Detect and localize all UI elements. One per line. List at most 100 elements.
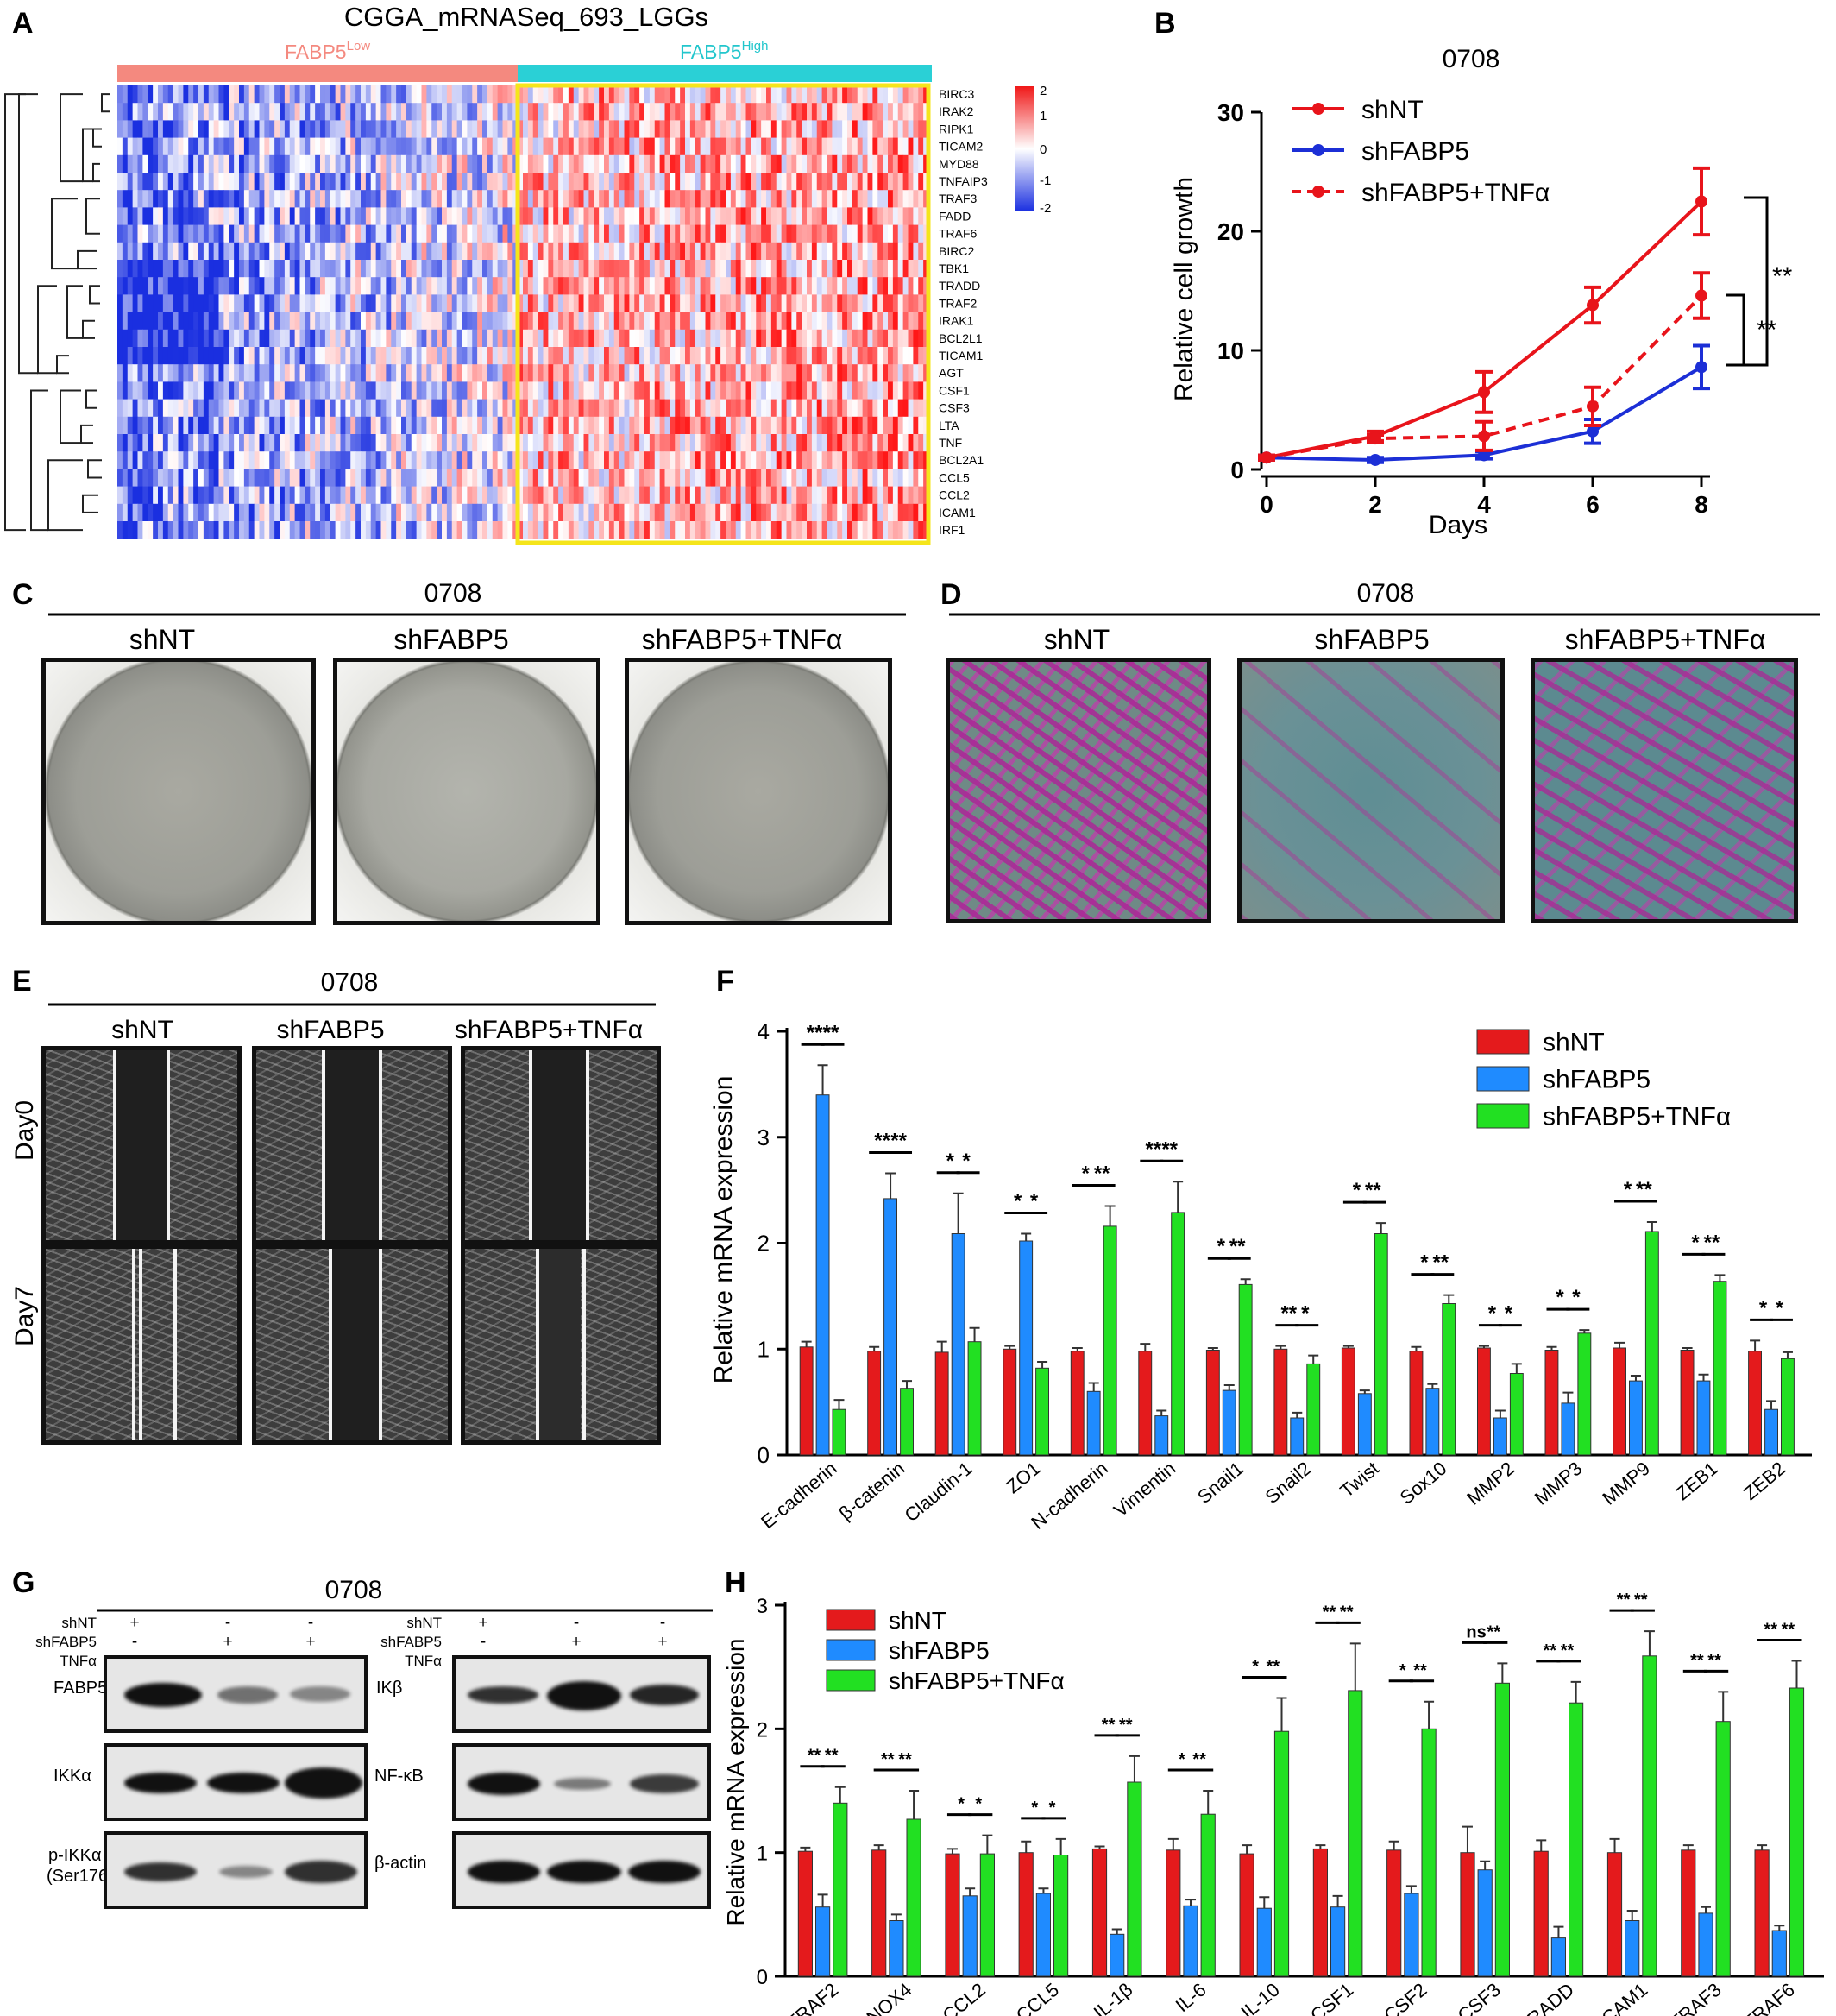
heatmap-cell [188, 434, 194, 452]
heatmap-cell [442, 260, 448, 278]
heatmap-cell [330, 207, 336, 225]
heatmap-cell [852, 260, 858, 278]
heatmap-cell [335, 85, 342, 104]
heatmap-cell [821, 399, 828, 418]
heatmap-cell [644, 364, 651, 382]
heatmap-cell [527, 190, 534, 208]
heatmap-cell [487, 242, 494, 261]
treatment-sign: - [132, 1633, 137, 1651]
heatmap-cell [751, 207, 757, 225]
heatmap-cell [391, 120, 397, 138]
heatmap-cell [644, 381, 651, 400]
heatmap-cell [857, 416, 864, 435]
heatmap-cell [167, 173, 174, 191]
heatmap-cell [148, 242, 154, 261]
heatmap-cell [518, 469, 524, 487]
heatmap-cell [183, 173, 189, 191]
heatmap-cell [375, 434, 382, 452]
heatmap-cell [670, 469, 676, 487]
heatmap-cell [913, 173, 919, 191]
heatmap-cell [857, 224, 864, 243]
heatmap-cell [218, 329, 224, 348]
heatmap-cell [543, 190, 549, 208]
heatmap-cell [213, 364, 220, 382]
heatmap-cell [375, 137, 382, 156]
heatmap-cell [923, 260, 929, 278]
heatmap-cell [573, 521, 580, 539]
heatmap-cell [234, 486, 240, 505]
heatmap-cell [588, 103, 594, 121]
heatmap-cell [213, 85, 220, 104]
heatmap-cell [847, 521, 853, 539]
heatmap-cell [897, 137, 904, 156]
heatmap-cell [756, 312, 762, 331]
heatmap-cell [117, 486, 123, 505]
heatmap-cell [689, 347, 696, 365]
heatmap-cell [167, 277, 174, 295]
heatmap-cell [280, 137, 286, 156]
heatmap-cell [923, 451, 929, 469]
bar [1330, 1906, 1346, 1977]
heatmap-cell [786, 277, 792, 295]
heatmap-cell [766, 207, 772, 225]
heatmap-cell [386, 207, 392, 225]
sig-label: ** [1690, 1651, 1704, 1670]
heatmap-cell [558, 207, 564, 225]
heatmap-cell [487, 381, 494, 400]
heatmap-cell [594, 224, 600, 243]
heatmap-cell [548, 103, 554, 121]
heatmap-cell [401, 381, 407, 400]
heatmap-cell [497, 416, 504, 435]
legend-marker [1312, 103, 1324, 115]
heatmap-cell [446, 312, 453, 331]
heatmap-cell [254, 364, 261, 382]
error-bar [902, 1380, 913, 1389]
heatmap-cell [315, 137, 321, 156]
heatmap-cell [294, 312, 301, 331]
treatment-sign: + [223, 1633, 232, 1651]
heatmap-cell [832, 521, 838, 539]
heatmap-cell [644, 207, 651, 225]
heatmap-cell [132, 469, 139, 487]
heatmap-cell [852, 416, 858, 435]
heatmap-cell [543, 399, 549, 418]
heatmap-cell [837, 137, 843, 156]
heatmap-cell [386, 137, 392, 156]
heatmap-cell [548, 364, 554, 382]
heatmap-cell [675, 242, 681, 261]
heatmap-cell [442, 486, 448, 505]
error-bar [1478, 1345, 1489, 1349]
heatmap-cell [624, 451, 630, 469]
heatmap-cell [213, 416, 220, 435]
heatmap-cell [386, 451, 392, 469]
heatmap-cell [117, 312, 123, 331]
heatmap-cell [335, 103, 342, 121]
scratch-label-shfabp5-tnf: shFABP5+TNFα [455, 1016, 643, 1044]
heatmap-cell [604, 364, 610, 382]
heatmap-cell [918, 190, 924, 208]
heatmap-cell [355, 469, 362, 487]
heatmap-cell [451, 312, 458, 331]
heatmap-cell [634, 469, 640, 487]
heatmap-cell [370, 486, 377, 505]
heatmap-cell [162, 434, 169, 452]
heatmap-cell [832, 294, 838, 312]
heatmap-cell [426, 294, 432, 312]
heatmap-cell [664, 312, 670, 331]
panel-e-header: 0708 shNT shFABP5 shFABP5+TNFα Day0 Day7 [10, 968, 656, 1346]
heatmap-cell [370, 381, 377, 400]
heatmap-cell [761, 120, 767, 138]
heatmap-cell [269, 312, 275, 331]
heatmap-cell [796, 521, 802, 539]
heatmap-cell [776, 103, 783, 121]
transwell-label-shfabp5-tnf: shFABP5+TNFα [1565, 624, 1766, 655]
heatmap-cell [745, 312, 751, 331]
heatmap-cell [183, 103, 189, 121]
heatmap-cell [153, 364, 159, 382]
heatmap-cell [695, 103, 701, 121]
heatmap-cell [315, 503, 321, 522]
heatmap-cell [269, 242, 275, 261]
heatmap-cell [791, 224, 797, 243]
heatmap-cell [913, 381, 919, 400]
heatmap-cell [229, 416, 235, 435]
